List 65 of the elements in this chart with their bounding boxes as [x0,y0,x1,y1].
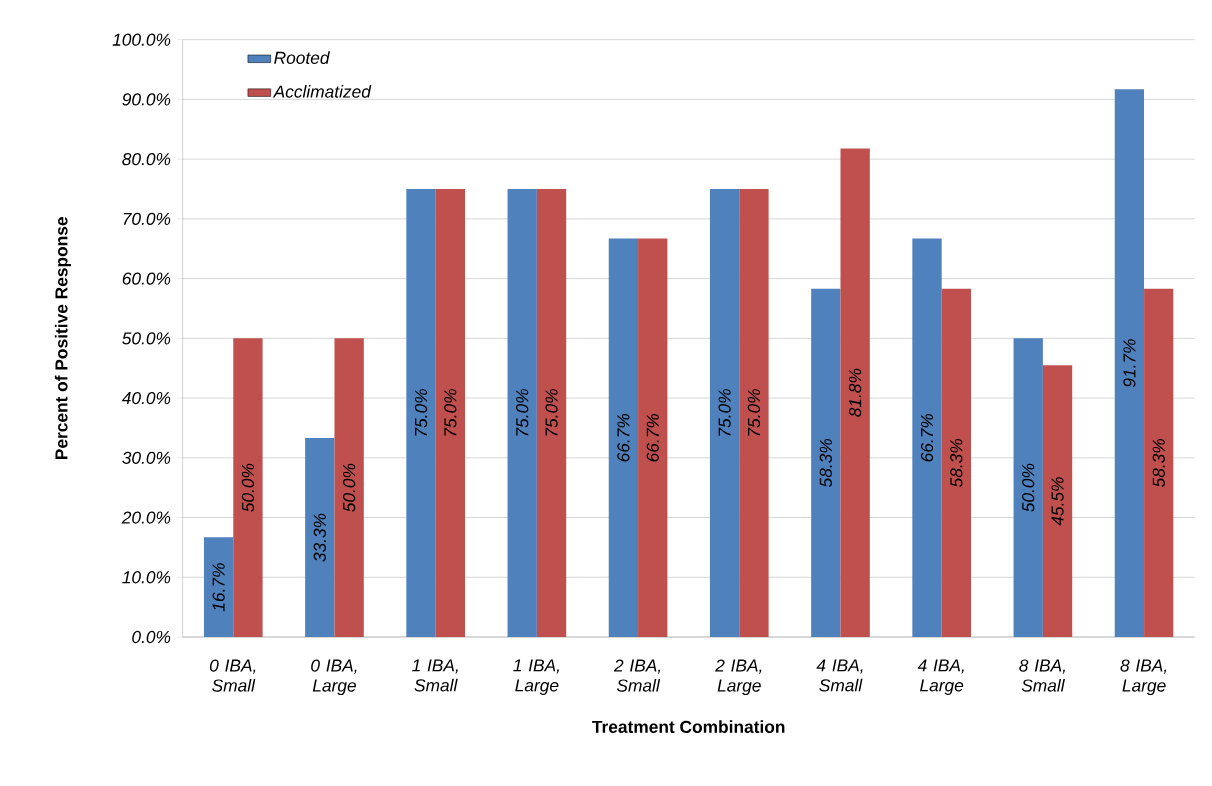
bar [811,288,841,637]
data-label: 75.0% [718,389,731,436]
x-tick-label: 2 IBA, Large [715,659,762,696]
bar [1144,288,1174,637]
legend-label: Acclimatized [272,85,372,98]
bar [941,288,972,637]
bar [840,148,870,637]
bar [233,338,263,637]
x-tick-label: 1 IBA, Large [513,659,559,695]
bar [608,238,639,637]
x-tick-label: 4 IBA, Small [816,659,863,692]
bar [203,537,234,637]
data-label: 33.3% [313,513,326,562]
x-tick-label: 1 IBA, Small [412,659,458,692]
y-tick-label: 60.0% [122,272,171,285]
data-label: 75.0% [747,389,761,436]
x-tick-label: 8 IBA, Large [1120,659,1167,696]
data-label: 81.8% [849,368,862,417]
bar [638,238,668,637]
data-label: 91.7% [1123,339,1136,388]
legend-label: Rooted [274,51,330,64]
bar [912,238,942,637]
y-tick-label: 80.0% [122,152,171,166]
data-label: 66.7% [646,413,659,462]
bar [435,189,466,637]
y-tick-label: 0.0% [132,630,171,644]
y-tick-label: 30.0% [122,451,171,464]
data-label: 75.0% [414,389,428,436]
data-label: 50.0% [343,463,356,512]
bar [334,338,364,637]
y-tick-label: 40.0% [121,391,171,405]
x-tick-label: 0 IBA, Large [311,659,357,696]
data-label: 58.3% [950,439,963,488]
y-axis-title: Percent of Positive Response [54,217,71,460]
y-tick-label: 20.0% [121,511,171,524]
bar [305,438,335,637]
data-label: 66.7% [920,413,934,462]
bar [507,189,537,637]
y-tick-label: 50.0% [122,332,171,345]
data-label: 58.3% [1152,439,1165,488]
data-label: 45.5% [1051,477,1064,526]
y-tick-label: 90.0% [122,93,171,106]
bar [1042,365,1073,637]
y-tick-label: 10.0% [122,571,171,584]
bar [709,189,740,637]
x-tick-label: 0 IBA, Small [209,659,256,692]
x-tick-label: 2 IBA, Small [613,659,661,692]
x-axis-title: Treatment Combination [592,720,785,733]
bar [739,189,769,637]
data-label: 58.3% [819,439,832,488]
data-label: 16.7% [212,563,225,612]
bar [536,189,567,637]
data-label: 66.7% [617,413,630,462]
x-tick-label: 4 IBA, Large [917,659,964,695]
data-label: 75.0% [545,389,558,436]
data-label: 50.0% [1022,463,1035,512]
data-label: 75.0% [444,389,457,436]
y-tick-label: 70.0% [123,212,171,225]
bar [1013,338,1043,637]
bar [406,189,436,637]
y-tick-label: 100.0% [112,33,171,46]
data-label: 75.0% [516,389,529,436]
x-tick-label: 8 IBA, Small [1019,659,1065,692]
data-label: 50.0% [241,463,255,512]
bar [1114,89,1145,637]
